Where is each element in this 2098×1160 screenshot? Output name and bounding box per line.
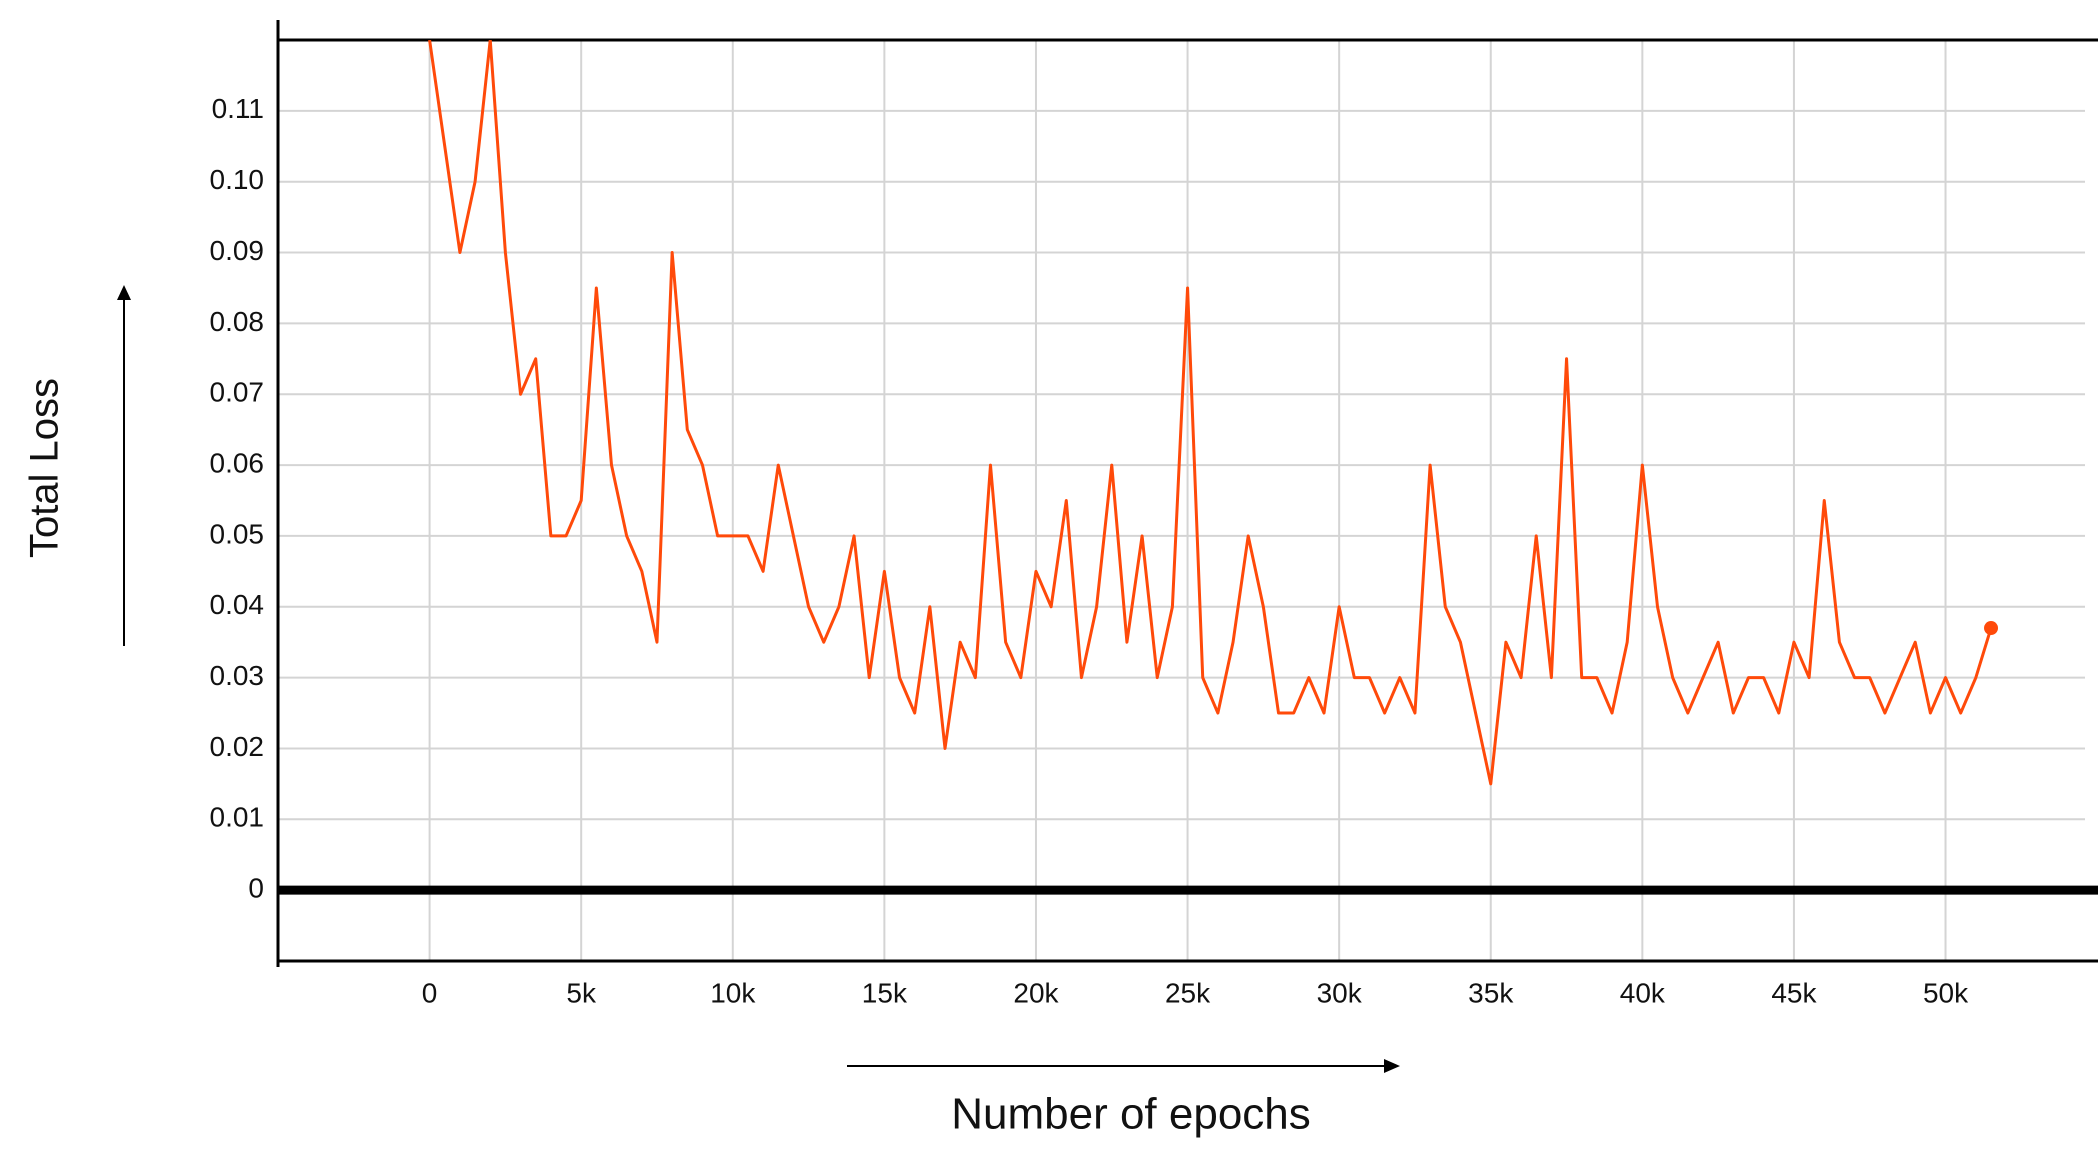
y-tick-label: 0.05 (210, 518, 265, 549)
y-tick-label: 0.11 (212, 93, 264, 124)
x-arrow (847, 1059, 1400, 1073)
x-tick-label: 45k (1771, 977, 1817, 1008)
y-tick-label: 0.06 (210, 447, 265, 478)
y-tick-label: 0.04 (210, 589, 265, 620)
y-tick-label: 0.01 (210, 802, 265, 833)
y-tick-label: 0.03 (210, 660, 265, 691)
end-point (1984, 621, 1999, 636)
x-tick-label: 35k (1468, 977, 1514, 1008)
y-arrow (117, 285, 131, 646)
x-tick-label: 40k (1620, 977, 1666, 1008)
y-tick-label: 0.10 (210, 164, 265, 195)
x-tick-label: 15k (862, 977, 908, 1008)
y-tick-label: 0.07 (210, 377, 265, 408)
y-tick-label: 0.02 (210, 731, 265, 762)
y-tick-label: 0.08 (210, 306, 265, 337)
x-tick-label: 30k (1317, 977, 1363, 1008)
x-tick-label: 10k (710, 977, 756, 1008)
y-tick-label: 0 (248, 873, 264, 904)
x-tick-label: 50k (1923, 977, 1969, 1008)
x-tick-label: 20k (1013, 977, 1059, 1008)
loss-line (428, 40, 1993, 786)
x-axis-label: Number of epochs (951, 1090, 1311, 1139)
x-tick-label: 25k (1165, 977, 1211, 1008)
x-tick-label: 0 (422, 977, 438, 1008)
y-axis-label: Total Loss (23, 378, 67, 558)
y-tick-label: 0.09 (210, 235, 265, 266)
x-tick-label: 5k (566, 977, 597, 1008)
